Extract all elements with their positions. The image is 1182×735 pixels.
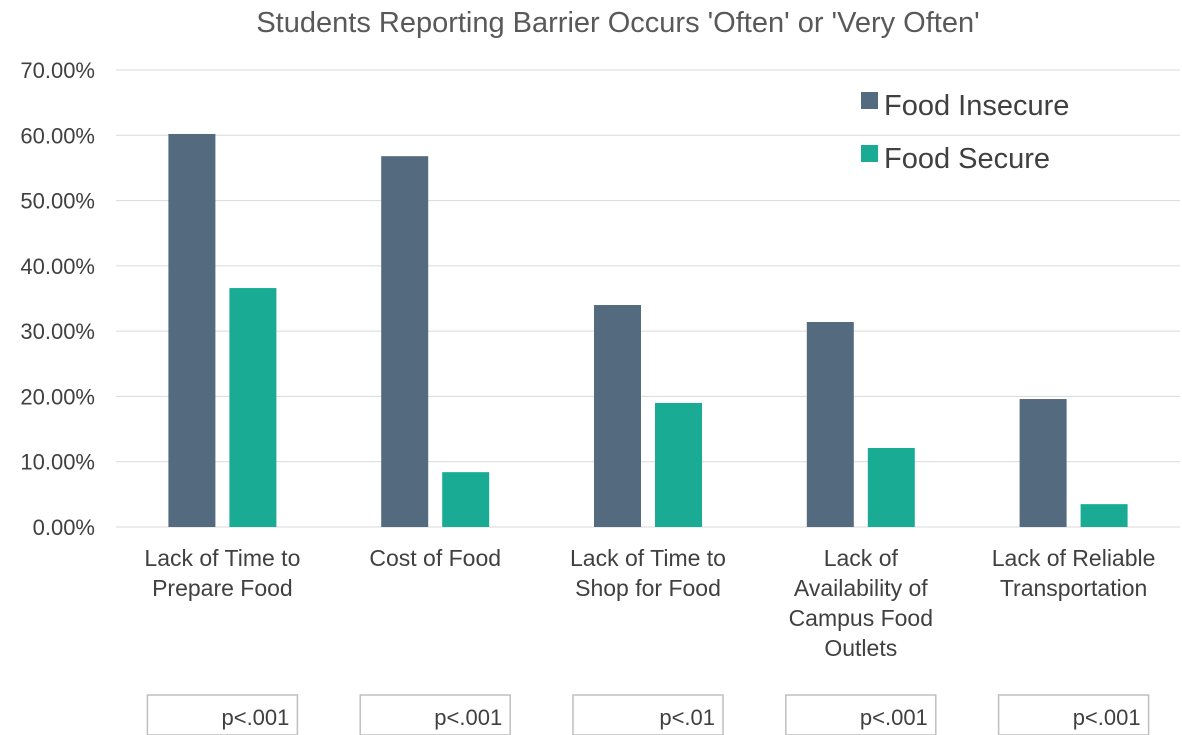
category-label-line: Prepare Food bbox=[152, 575, 293, 601]
y-tick-label: 70.00% bbox=[20, 58, 95, 83]
category-label-line: Shop for Food bbox=[575, 575, 721, 601]
y-axis-ticks: 0.00% 10.00% 20.00% 30.00% 40.00% 50.00% 60.00… bbox=[20, 58, 95, 540]
category-label-line: Lack of Time to bbox=[144, 545, 300, 571]
category-label-line: Availability of bbox=[794, 575, 928, 601]
bar bbox=[867, 448, 915, 527]
category-label-line: Outlets bbox=[824, 635, 897, 661]
legend-label: Food Secure bbox=[884, 143, 1050, 175]
y-tick-label: 60.00% bbox=[20, 123, 95, 148]
significance-box bbox=[146, 694, 299, 735]
category-label: Lack of Time to Prepare Food bbox=[144, 545, 300, 601]
category-label: Lack of Reliable Transportation bbox=[992, 545, 1156, 601]
bars bbox=[168, 133, 1128, 528]
y-tick-label: 50.00% bbox=[20, 189, 95, 214]
p-value-label: p<.001 bbox=[434, 705, 502, 730]
bar bbox=[442, 472, 490, 527]
bar bbox=[655, 402, 702, 527]
legend-swatch bbox=[861, 145, 878, 162]
p-value-label: p<.001 bbox=[1073, 705, 1141, 730]
bar bbox=[381, 156, 429, 528]
p-value-label: p<.01 bbox=[659, 705, 715, 730]
bar bbox=[806, 322, 854, 527]
category-label-line: Cost of Food bbox=[369, 545, 501, 571]
y-tick-label: 30.00% bbox=[20, 319, 95, 344]
p-value-label: p<.001 bbox=[221, 705, 289, 730]
legend-swatch bbox=[861, 92, 878, 109]
category-label: Lack of Availability of Campus Food Outlets bbox=[789, 545, 933, 661]
y-tick-label: 40.00% bbox=[20, 254, 95, 279]
bar bbox=[1080, 504, 1128, 527]
legend: Food Insecure Food Secure bbox=[861, 90, 1069, 175]
y-tick-label: 20.00% bbox=[20, 384, 95, 409]
significance-box bbox=[785, 694, 937, 735]
bar bbox=[229, 288, 277, 527]
bar bbox=[594, 305, 641, 527]
chart-title: Students Reporting Barrier Occurs 'Often… bbox=[256, 7, 979, 39]
p-value-label: p<.001 bbox=[860, 705, 928, 730]
x-axis-categories: Lack of Time to Prepare Food Cost of Food L… bbox=[144, 545, 1155, 661]
category-label-line: Transportation bbox=[1000, 575, 1147, 601]
category-label-line: Lack of bbox=[824, 545, 899, 571]
category-label-line: Lack of Time to bbox=[570, 545, 726, 571]
y-tick-label: 10.00% bbox=[20, 450, 95, 475]
significance-box bbox=[997, 694, 1150, 735]
category-label-line: Campus Food bbox=[789, 605, 933, 631]
bar bbox=[168, 133, 216, 528]
gridlines bbox=[116, 69, 1180, 528]
y-tick-label: 0.00% bbox=[33, 515, 95, 540]
significance-box bbox=[359, 694, 511, 735]
bar bbox=[1019, 399, 1067, 527]
significance-box bbox=[572, 694, 724, 735]
significance-boxes: p<.001 p<.001 p<.01 p<.001 p<.001 bbox=[146, 694, 1150, 735]
legend-label: Food Insecure bbox=[884, 90, 1069, 122]
category-label-line: Lack of Reliable bbox=[992, 545, 1156, 571]
category-label: Lack of Time to Shop for Food bbox=[570, 545, 726, 601]
category-label: Cost of Food bbox=[369, 545, 501, 571]
